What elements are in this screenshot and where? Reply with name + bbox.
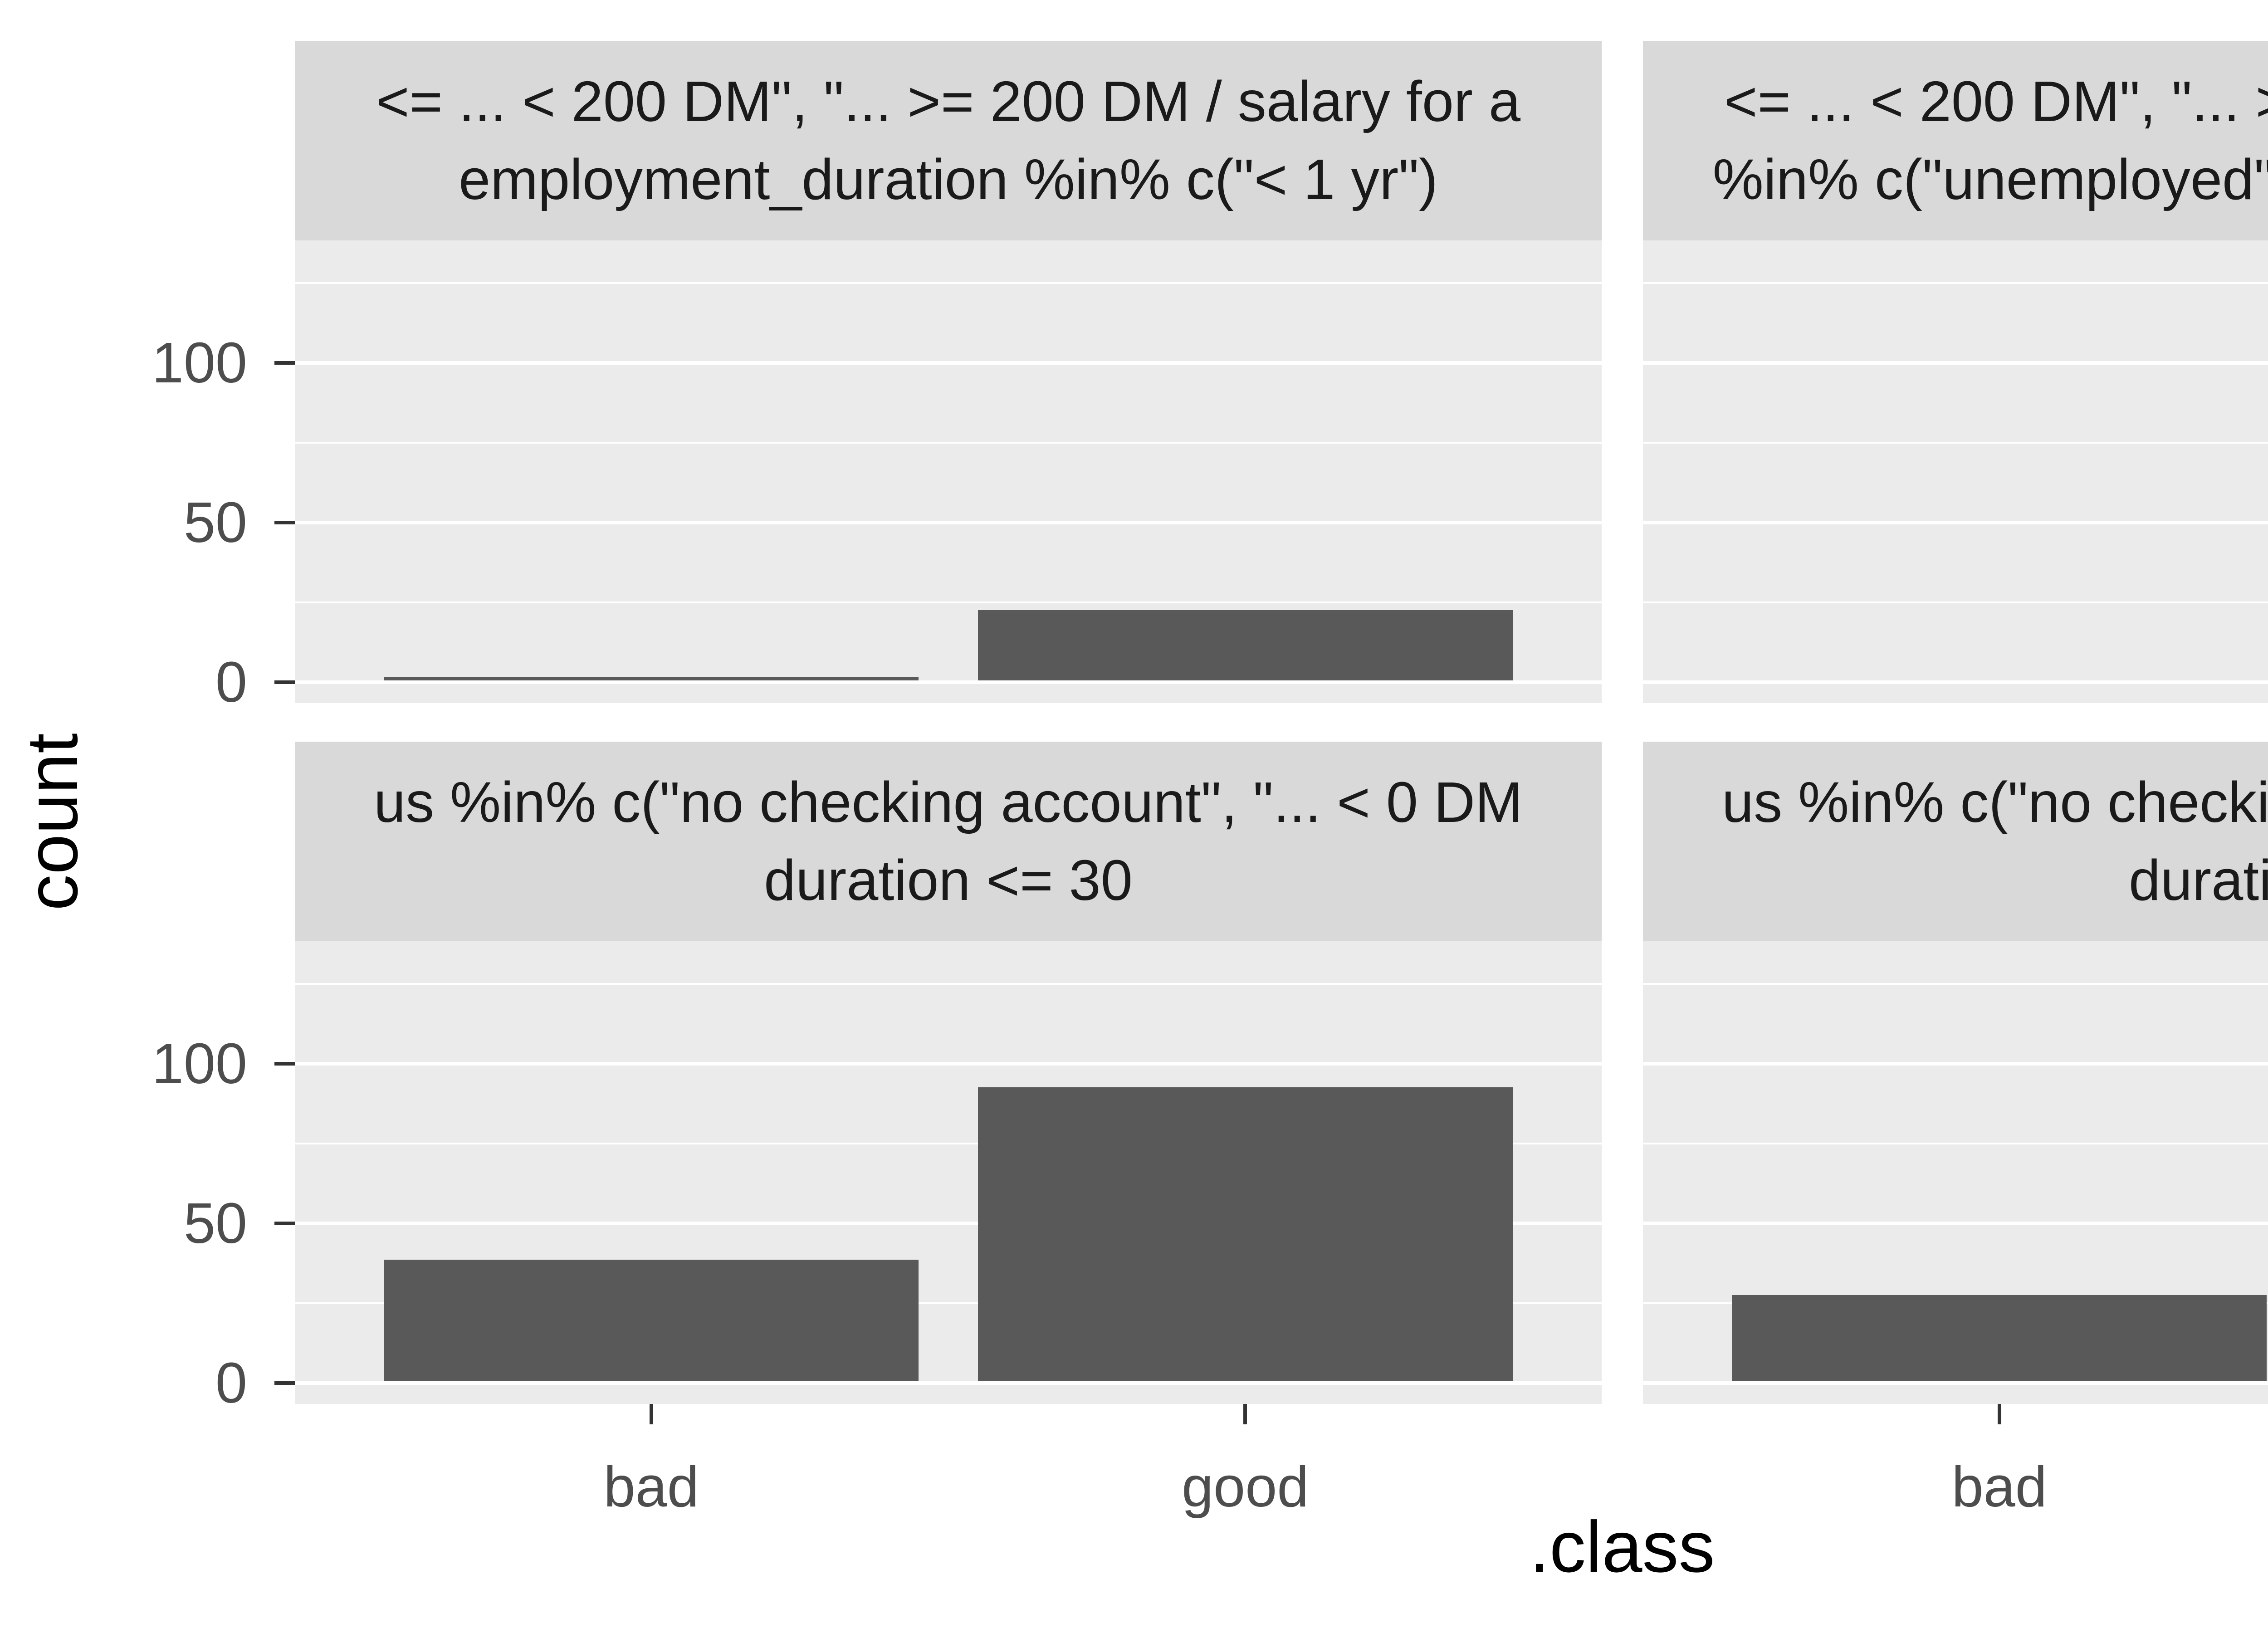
y-tick-label: 50 <box>183 490 247 554</box>
y-gridline-minor <box>295 442 1602 444</box>
y-tick-label: 100 <box>152 1032 247 1095</box>
y-gridline-major <box>1643 1062 2268 1066</box>
y-tick-mark <box>274 1222 295 1225</box>
y-gridline-minor <box>295 1302 1602 1304</box>
facet-panel-bottom-left <box>295 941 1602 1404</box>
facet-strip-bottom-left-line-2: duration <= 30 <box>764 848 1133 912</box>
y-tick-label: 0 <box>215 1351 247 1415</box>
y-gridline-minor <box>295 282 1602 284</box>
facet-strip-bottom-right: us %in% c("no checking account", "... < … <box>1643 742 2268 941</box>
facet-strip-top-left-line-1: <= ... < 200 DM", "... >= 200 DM / salar… <box>376 69 1521 133</box>
y-tick-mark <box>274 361 295 365</box>
facet-panel-bottom-right <box>1643 941 2268 1404</box>
y-gridline-minor <box>1643 983 2268 985</box>
y-tick-mark <box>274 680 295 684</box>
bar-top-left-good <box>978 610 1513 680</box>
facet-strip-bottom-left: us %in% c("no checking account", "... < … <box>295 742 1602 941</box>
x-tick-label: bad <box>1951 1455 2047 1519</box>
bar-bottom-left-good <box>978 1087 1513 1381</box>
y-gridline-major <box>295 1062 1602 1066</box>
y-gridline-minor <box>295 601 1602 603</box>
y-tick-mark <box>274 1381 295 1385</box>
y-gridline-major <box>295 521 1602 524</box>
x-tick-mark <box>1997 1404 2001 1424</box>
y-tick-mark <box>274 521 295 524</box>
facet-strip-top-right: <= ... < 200 DM", "... >= 200 DM / salar… <box>1643 41 2268 240</box>
facet-strip-bottom-right-line-1: us %in% c("no checking account", "... < … <box>1722 770 2268 834</box>
facet-strip-bottom-left-line-1: us %in% c("no checking account", "... < … <box>374 770 1523 834</box>
facet-strip-top-right-line-2: %in% c("unemployed", "1 <= ... < 4 yrs",… <box>1712 147 2268 211</box>
y-gridline-major <box>1643 521 2268 524</box>
y-gridline-minor <box>295 1143 1602 1144</box>
facet-panel-top-left <box>295 240 1602 703</box>
y-gridline-minor <box>295 983 1602 985</box>
y-tick-label: 50 <box>183 1191 247 1255</box>
y-gridline-major <box>295 680 1602 684</box>
y-gridline-minor <box>1643 282 2268 284</box>
facet-strip-top-left-line-2: employment_duration %in% c("< 1 yr") <box>459 147 1438 211</box>
facet-strip-top-right-line-1: <= ... < 200 DM", "... >= 200 DM / salar… <box>1724 69 2268 133</box>
y-gridline-major <box>295 361 1602 365</box>
x-tick-label: good <box>1182 1455 1309 1519</box>
x-tick-mark <box>649 1404 653 1424</box>
y-tick-label: 0 <box>215 650 247 714</box>
x-tick-label: bad <box>603 1455 699 1519</box>
x-axis-title: .class <box>1529 1506 1715 1587</box>
y-gridline-major <box>295 1222 1602 1225</box>
y-gridline-minor <box>1643 442 2268 444</box>
bar-top-left-bad <box>384 677 919 680</box>
y-gridline-major <box>295 1381 1602 1385</box>
y-gridline-minor <box>1643 1143 2268 1144</box>
facet-strip-top-left: <= ... < 200 DM", "... >= 200 DM / salar… <box>295 41 1602 240</box>
y-gridline-minor <box>1643 601 2268 603</box>
y-tick-label: 100 <box>152 331 247 395</box>
bar-bottom-right-bad <box>1732 1295 2267 1381</box>
facet-panel-top-right <box>1643 240 2268 703</box>
y-gridline-major <box>1643 680 2268 684</box>
y-gridline-major <box>1643 1222 2268 1225</box>
y-gridline-major <box>1643 1381 2268 1385</box>
facet-strip-bottom-right-line-2: duration > 30 <box>2128 848 2268 912</box>
bar-bottom-left-bad <box>384 1260 919 1381</box>
y-gridline-major <box>1643 361 2268 365</box>
x-tick-mark <box>1243 1404 1247 1424</box>
y-tick-mark <box>274 1062 295 1066</box>
